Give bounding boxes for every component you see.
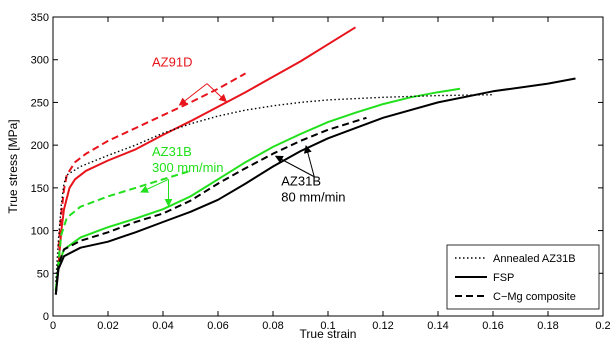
x-tick-label: 0.02 (97, 320, 118, 332)
legend-label: C−Mg composite (493, 291, 576, 303)
y-tick-label: 250 (31, 97, 49, 109)
x-axis-label: True strain (300, 327, 357, 341)
annotation-arrow (274, 155, 315, 178)
y-tick-label: 150 (31, 183, 49, 195)
series-line-az91d-solid (57, 26, 357, 265)
annotation-arrow (303, 145, 315, 177)
x-tick-label: 0.16 (482, 320, 503, 332)
annotation-line: AZ31B (152, 144, 192, 159)
y-axis-label: True stress [MPa] (6, 119, 20, 213)
y-tick-label: 0 (43, 311, 49, 323)
series-line-az91d-dashed (57, 72, 246, 248)
series-line-az31b_300-dashed (54, 169, 191, 291)
series-layer (54, 26, 576, 295)
x-tick-label: 0.14 (427, 320, 448, 332)
annotation-az31b300: AZ31B 300 mm/min (152, 144, 224, 175)
annotation-arrows (140, 83, 315, 207)
x-tick-label: 0.06 (207, 320, 228, 332)
x-tick-label: 0.2 (595, 320, 610, 332)
annotation-az91d: AZ91D (152, 55, 192, 70)
y-tick-label: 350 (31, 12, 49, 24)
x-tick-label: 0 (50, 320, 56, 332)
x-tick-label: 0.18 (537, 320, 558, 332)
y-tick-label: 300 (31, 55, 49, 67)
annotation-line: AZ91D (152, 55, 192, 70)
annotation-az31b80: AZ31B 80 mm/min (281, 173, 345, 204)
annotation-line: 80 mm/min (281, 189, 345, 204)
axis-ticks: 0 0.02 0.04 0.06 0.08 0.1 0.12 0.14 0.16 0.18 0.2 0… (31, 12, 611, 332)
legend-label: Annealed AZ31B (493, 253, 576, 265)
series-line-az31b_80-dashed (54, 116, 367, 295)
annotation-arrow (140, 178, 169, 193)
series-line-az31b_300-solid (54, 87, 461, 291)
y-tick-label: 50 (37, 268, 49, 280)
annotation-arrow (206, 83, 227, 103)
y-tick-label: 200 (31, 140, 49, 152)
y-tick-label: 100 (31, 226, 49, 238)
x-tick-label: 0.12 (372, 320, 393, 332)
legend-label: FSP (493, 272, 514, 284)
legend: Annealed AZ31B FSP C−Mg composite (446, 244, 600, 310)
x-tick-label: 0.04 (152, 320, 173, 332)
annotation-line: 300 mm/min (152, 160, 224, 175)
x-tick-label: 0.08 (262, 320, 283, 332)
series-line-az31b_80-dotted (55, 94, 494, 282)
annotation-line: AZ31B (281, 173, 321, 188)
x-tick-label: 0.1 (320, 320, 335, 332)
series-line-az31b_80-solid (54, 77, 576, 295)
annotation-arrow (178, 83, 208, 106)
